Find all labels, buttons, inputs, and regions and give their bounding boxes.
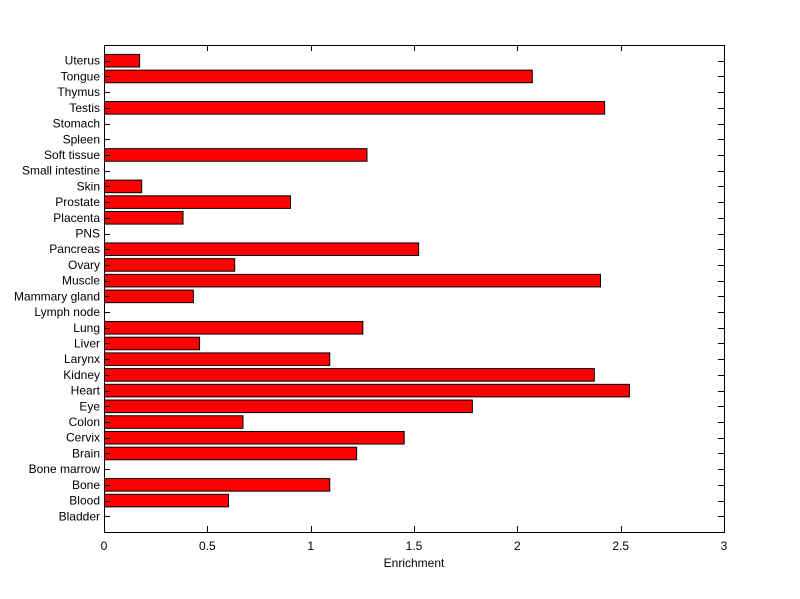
bar-brain: [104, 446, 358, 461]
bar-placenta: [104, 211, 184, 225]
bar-testis: [104, 101, 606, 115]
y-tick-label: Spleen: [63, 132, 100, 146]
x-tick-label: 1.5: [406, 539, 423, 553]
bar-soft-tissue: [104, 148, 368, 162]
bar-lung: [104, 320, 364, 335]
bar-cervix: [104, 430, 405, 445]
bar-prostate: [104, 195, 291, 209]
y-tick-label: Thymus: [57, 85, 100, 99]
y-tick-label: Kidney: [63, 368, 100, 382]
y-tick-label: Testis: [69, 101, 100, 115]
bar-blood: [104, 493, 229, 508]
bar-ovary: [104, 258, 236, 272]
bar-mammary-gland: [104, 289, 194, 304]
bar-pancreas: [104, 242, 420, 257]
bar-uterus: [104, 53, 141, 68]
y-tick-label: Lymph node: [34, 305, 100, 319]
y-tick-label: Placenta: [53, 211, 100, 225]
bar-eye: [104, 399, 473, 414]
bar-bone: [104, 478, 331, 492]
y-tick-label: Cervix: [66, 431, 100, 445]
y-tick-label: Heart: [71, 384, 101, 398]
y-tick-label: PNS: [75, 227, 100, 241]
x-tick-label: 1: [307, 539, 314, 553]
y-tick-label: Soft tissue: [44, 148, 100, 162]
x-ticks-layer: 0 0.5 1 1.5 2 2.5 3: [101, 45, 728, 553]
y-tick-label: Skin: [77, 179, 100, 193]
bar-kidney: [104, 368, 595, 382]
y-tick-label: Stomach: [53, 117, 100, 131]
bar-colon: [104, 415, 244, 429]
x-axis-label: Enrichment: [384, 556, 445, 570]
bar-muscle: [104, 273, 601, 288]
y-tick-label: Ovary: [68, 258, 100, 272]
y-tick-label: Pancreas: [49, 242, 100, 256]
y-tick-label: Bone marrow: [29, 462, 101, 476]
bar-heart: [104, 383, 630, 398]
y-tick-label: Bone: [72, 478, 100, 492]
y-tick-label: Brain: [72, 446, 100, 460]
bar-skin: [104, 179, 143, 194]
y-tick-label: Muscle: [62, 274, 100, 288]
bar-liver: [104, 336, 201, 351]
x-tick-label: 2.5: [612, 539, 629, 553]
bars-layer: [104, 53, 630, 508]
x-tick-label: 3: [721, 539, 728, 553]
y-tick-label: Prostate: [55, 195, 100, 209]
y-tick-label: Liver: [74, 336, 100, 350]
x-tick-label: 0.5: [199, 539, 216, 553]
y-tick-label: Lung: [73, 321, 100, 335]
y-tick-label: Larynx: [64, 352, 100, 366]
y-tick-label: Eye: [79, 399, 100, 413]
x-tick-label: 0: [101, 539, 108, 553]
y-tick-label: Blood: [69, 494, 100, 508]
bar-tongue: [104, 69, 533, 84]
y-tick-label: Bladder: [59, 509, 100, 523]
y-tick-label: Mammary gland: [14, 289, 100, 303]
bar-larynx: [104, 352, 331, 366]
y-tick-label: Uterus: [65, 54, 100, 68]
y-tick-label: Colon: [69, 415, 100, 429]
x-tick-label: 2: [514, 539, 521, 553]
y-tick-label: Small intestine: [22, 164, 100, 178]
y-tick-label: Tongue: [61, 69, 101, 83]
axes-box: [104, 45, 725, 533]
